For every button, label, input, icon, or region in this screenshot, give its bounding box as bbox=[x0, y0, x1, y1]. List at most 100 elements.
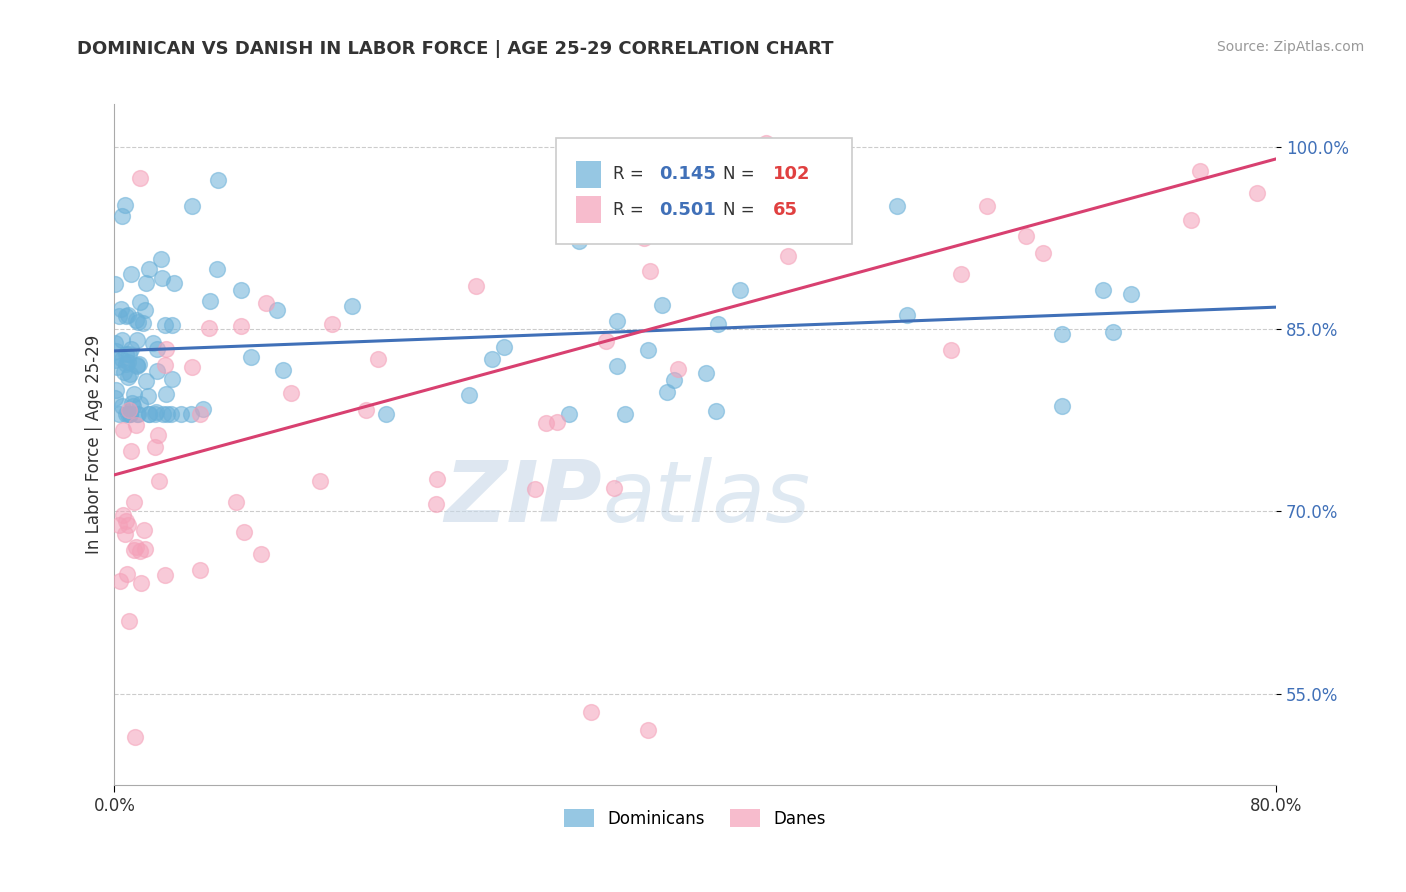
Point bbox=[118, 407, 141, 421]
Point bbox=[205, 262, 228, 277]
Point bbox=[104, 391, 127, 405]
Point bbox=[111, 351, 134, 366]
Point bbox=[112, 423, 135, 437]
Point bbox=[117, 407, 139, 421]
Bar bbox=[575, 196, 602, 223]
Point bbox=[115, 347, 138, 361]
Point bbox=[120, 267, 142, 281]
Point bbox=[939, 343, 962, 357]
Point bbox=[129, 397, 152, 411]
Point bbox=[534, 416, 557, 430]
Point bbox=[134, 541, 156, 556]
Point bbox=[107, 407, 129, 421]
Point bbox=[152, 271, 174, 285]
Point bbox=[129, 170, 152, 185]
Point bbox=[606, 359, 628, 373]
Point bbox=[104, 336, 127, 351]
Point bbox=[225, 495, 247, 509]
Point bbox=[122, 386, 145, 401]
Point bbox=[375, 407, 398, 421]
Point bbox=[115, 309, 138, 323]
Point bbox=[1119, 287, 1142, 301]
Point bbox=[181, 359, 204, 374]
Point bbox=[568, 234, 591, 248]
Point bbox=[188, 563, 211, 577]
Point bbox=[122, 542, 145, 557]
Point bbox=[128, 294, 150, 309]
Point bbox=[651, 298, 673, 312]
Point bbox=[181, 199, 204, 213]
Point bbox=[321, 317, 343, 331]
Point bbox=[145, 405, 167, 419]
Point bbox=[107, 517, 129, 532]
Point bbox=[111, 333, 134, 347]
Point bbox=[118, 407, 141, 421]
Point bbox=[146, 428, 169, 442]
Bar bbox=[575, 161, 602, 188]
Point bbox=[112, 508, 135, 522]
Point bbox=[125, 418, 148, 433]
Point bbox=[125, 407, 148, 421]
Point bbox=[1180, 212, 1202, 227]
Point bbox=[135, 374, 157, 388]
Point bbox=[458, 388, 481, 402]
Text: 0.145: 0.145 bbox=[659, 165, 716, 183]
Point bbox=[120, 342, 142, 356]
Point bbox=[170, 407, 193, 421]
Point bbox=[1246, 186, 1268, 201]
Point bbox=[120, 444, 142, 458]
Point bbox=[1188, 163, 1211, 178]
Point bbox=[637, 723, 659, 737]
Point bbox=[152, 407, 174, 421]
Y-axis label: In Labor Force | Age 25-29: In Labor Force | Age 25-29 bbox=[86, 334, 103, 554]
Point bbox=[637, 343, 659, 357]
Point bbox=[114, 357, 136, 371]
Point bbox=[755, 136, 778, 151]
Point bbox=[148, 475, 170, 489]
Point bbox=[138, 262, 160, 277]
FancyBboxPatch shape bbox=[555, 138, 852, 244]
Point bbox=[118, 614, 141, 628]
Point bbox=[146, 342, 169, 356]
Point bbox=[1050, 327, 1073, 342]
Point bbox=[250, 547, 273, 561]
Point bbox=[114, 198, 136, 212]
Point bbox=[160, 407, 183, 421]
Point bbox=[125, 359, 148, 373]
Point bbox=[143, 440, 166, 454]
Point bbox=[138, 407, 160, 421]
Point bbox=[193, 401, 215, 416]
Point bbox=[1015, 228, 1038, 243]
Point bbox=[581, 705, 603, 719]
Point bbox=[603, 481, 626, 495]
Point bbox=[207, 173, 229, 187]
Point bbox=[524, 482, 547, 496]
Text: N =: N = bbox=[723, 165, 761, 183]
Point bbox=[111, 399, 134, 413]
Text: 65: 65 bbox=[773, 201, 799, 219]
Point bbox=[160, 372, 183, 386]
Point bbox=[546, 415, 568, 429]
Point bbox=[117, 517, 139, 532]
Point bbox=[426, 472, 449, 486]
Point bbox=[614, 407, 637, 421]
Point bbox=[134, 523, 156, 537]
Point bbox=[105, 383, 128, 397]
Point bbox=[1102, 326, 1125, 340]
Point bbox=[886, 199, 908, 213]
Point bbox=[110, 302, 132, 317]
Point bbox=[354, 402, 377, 417]
Point bbox=[132, 316, 155, 330]
Point bbox=[128, 357, 150, 371]
Point bbox=[657, 384, 679, 399]
Point bbox=[595, 334, 617, 348]
Point bbox=[118, 367, 141, 381]
Legend: Dominicans, Danes: Dominicans, Danes bbox=[558, 803, 832, 834]
Point bbox=[465, 278, 488, 293]
Point bbox=[117, 355, 139, 369]
Point bbox=[143, 407, 166, 421]
Point bbox=[104, 277, 127, 291]
Point bbox=[180, 407, 202, 421]
Point bbox=[114, 407, 136, 421]
Point bbox=[105, 343, 128, 358]
